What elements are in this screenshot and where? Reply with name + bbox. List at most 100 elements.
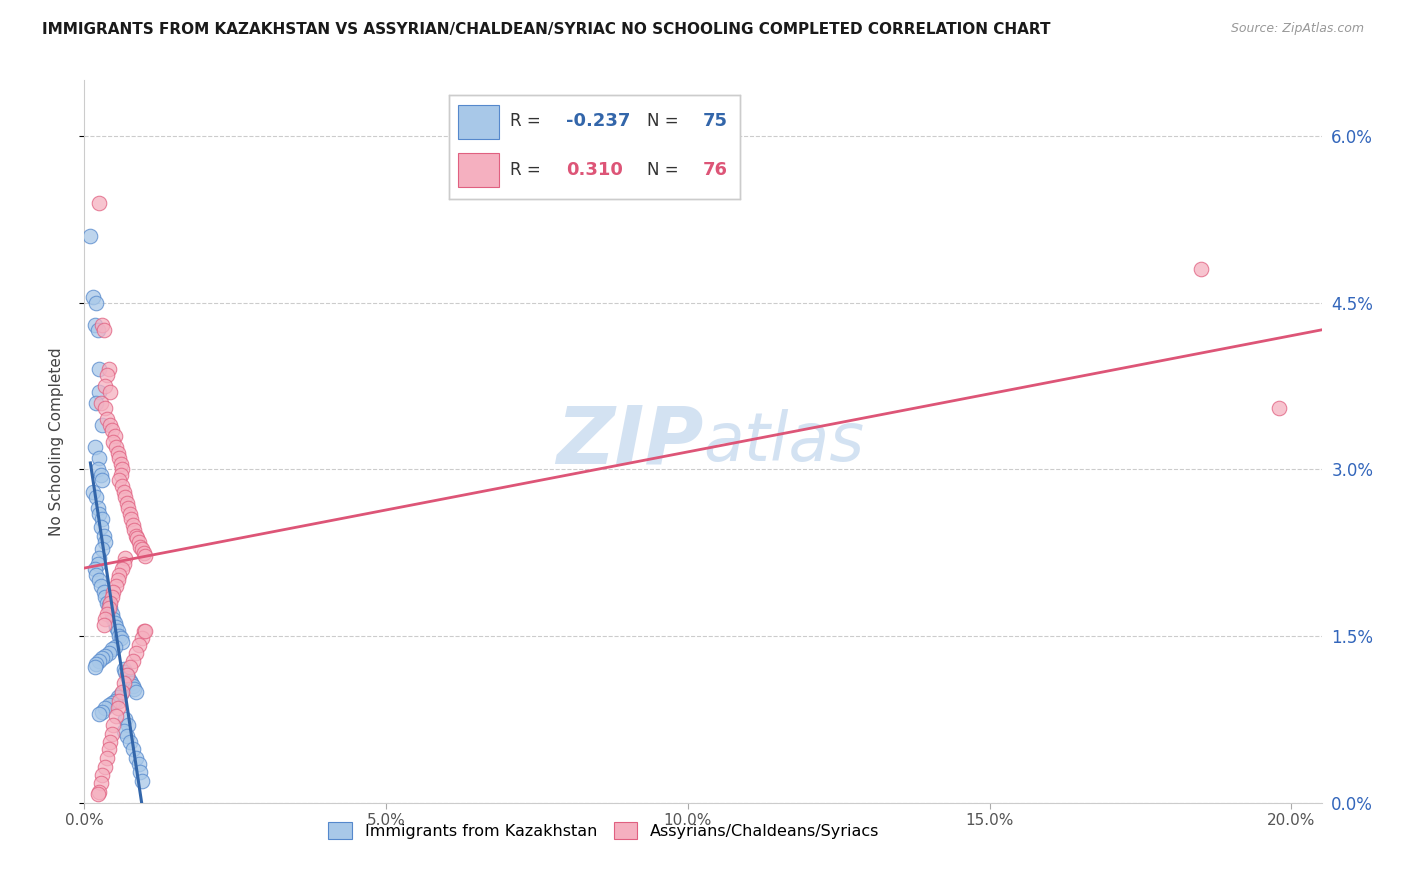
Point [1268,401,1291,416]
Point [86,501,108,516]
Point [100,590,122,604]
Point [86,787,108,801]
Point [118,660,141,674]
Point [86,462,108,476]
Point [122,524,145,538]
Point [114,713,136,727]
Point [90,467,112,482]
Point [96,412,118,426]
Point [107,690,129,705]
Point [112,484,135,499]
Point [103,434,125,449]
Point [1189,262,1212,277]
Legend: Immigrants from Kazakhstan, Assyrians/Chaldeans/Syriacs: Immigrants from Kazakhstan, Assyrians/Ch… [322,815,886,846]
Point [86,323,108,337]
Point [93,529,115,543]
Point [124,751,146,765]
Point [89,706,111,721]
Point [132,546,155,560]
Point [97,698,120,712]
Point [112,662,135,676]
Point [94,590,117,604]
Point [132,624,155,638]
Point [86,557,108,571]
Point [103,718,125,732]
Point [84,440,107,454]
Point [111,684,134,698]
Point [103,615,125,630]
Point [115,668,138,682]
Point [86,295,108,310]
Point [111,479,134,493]
Point [108,693,131,707]
Point [107,445,129,459]
Point [124,684,146,698]
Point [103,612,125,626]
Point [94,401,117,416]
Point [86,490,108,504]
Point [128,540,150,554]
Point [107,624,129,638]
Point [89,451,111,466]
Point [112,557,135,571]
Point [104,709,127,723]
Point [94,612,117,626]
Point [110,687,132,701]
Point [91,651,114,665]
Point [115,729,138,743]
Point [110,632,132,646]
Point [121,679,143,693]
Point [111,634,134,648]
Point [89,574,111,588]
Point [124,529,146,543]
Point [91,768,114,782]
Point [98,384,121,399]
Point [90,395,112,409]
Point [120,512,142,526]
Point [93,584,115,599]
Point [100,424,122,438]
Text: Source: ZipAtlas.com: Source: ZipAtlas.com [1230,22,1364,36]
Point [111,462,134,476]
Point [89,195,111,210]
Point [97,742,120,756]
Point [108,451,131,466]
Point [103,584,125,599]
Point [115,668,138,682]
Point [96,607,118,621]
Point [134,624,156,638]
Point [111,562,134,576]
Point [117,718,139,732]
Point [84,562,107,576]
Point [114,665,136,679]
Point [90,520,112,534]
Point [112,723,135,738]
Point [104,579,127,593]
Point [104,440,127,454]
Point [128,764,150,779]
Point [108,474,131,488]
Point [96,596,118,610]
Point [98,601,121,615]
Y-axis label: No Schooling Completed: No Schooling Completed [49,347,63,536]
Point [94,649,117,664]
Point [131,773,153,788]
Point [100,696,122,710]
Point [84,660,107,674]
Point [103,640,125,655]
Point [114,490,136,504]
Point [86,568,108,582]
Point [86,395,108,409]
Point [104,620,127,634]
Point [128,534,150,549]
Point [98,734,121,748]
Point [97,362,120,376]
Point [117,501,139,516]
Point [91,318,114,332]
Point [121,653,143,667]
Point [94,534,117,549]
Point [115,496,138,510]
Point [103,693,125,707]
Point [93,323,115,337]
Point [98,417,121,432]
